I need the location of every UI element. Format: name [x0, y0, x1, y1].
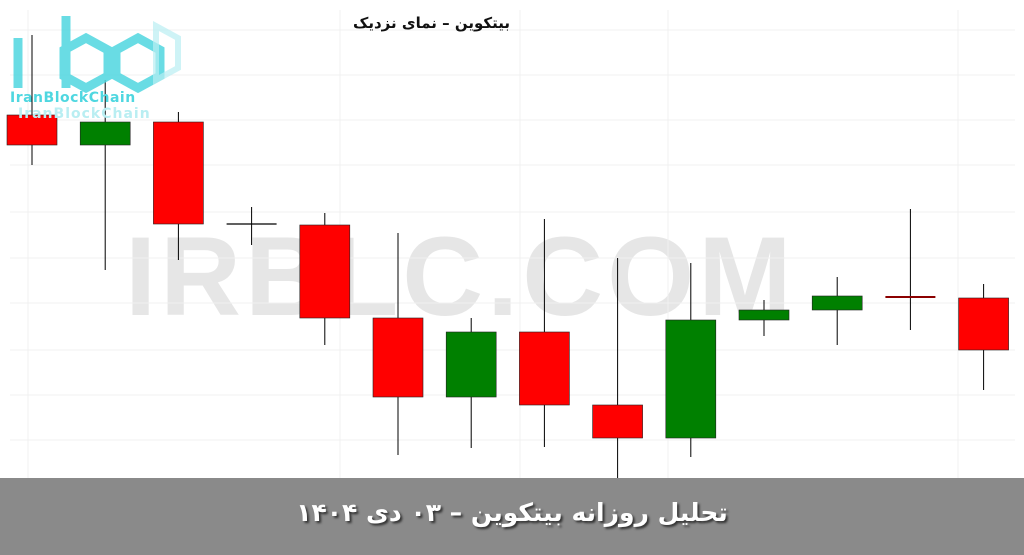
candle-body — [372, 317, 424, 398]
candle-body — [299, 224, 351, 319]
candle-body — [6, 114, 58, 146]
candle-body — [79, 121, 131, 146]
watermark: IRBLC.COM — [125, 214, 796, 339]
candle-body — [153, 121, 204, 225]
chart-title: بیتکوین – نمای نزدیک — [352, 14, 510, 32]
logo-text-shadow: IranBlockChain — [18, 106, 151, 122]
logo-icon — [13, 16, 181, 94]
bottom-banner: تحلیل روزانه بیتکوین – ۰۳ دی ۱۴۰۴ — [0, 478, 1024, 555]
candle-body — [665, 319, 717, 439]
candle-body — [592, 404, 643, 439]
candle-body — [958, 297, 1009, 351]
banner-title: تحلیل روزانه بیتکوین – ۰۳ دی ۱۴۰۴ — [296, 498, 728, 527]
candle-body — [738, 309, 790, 321]
candle-body — [811, 295, 863, 311]
logo: IranBlockChain IranBlockChain — [6, 8, 186, 122]
candle-body — [519, 331, 570, 406]
logo-text: IranBlockChain — [10, 90, 136, 106]
candle-body — [445, 331, 497, 398]
